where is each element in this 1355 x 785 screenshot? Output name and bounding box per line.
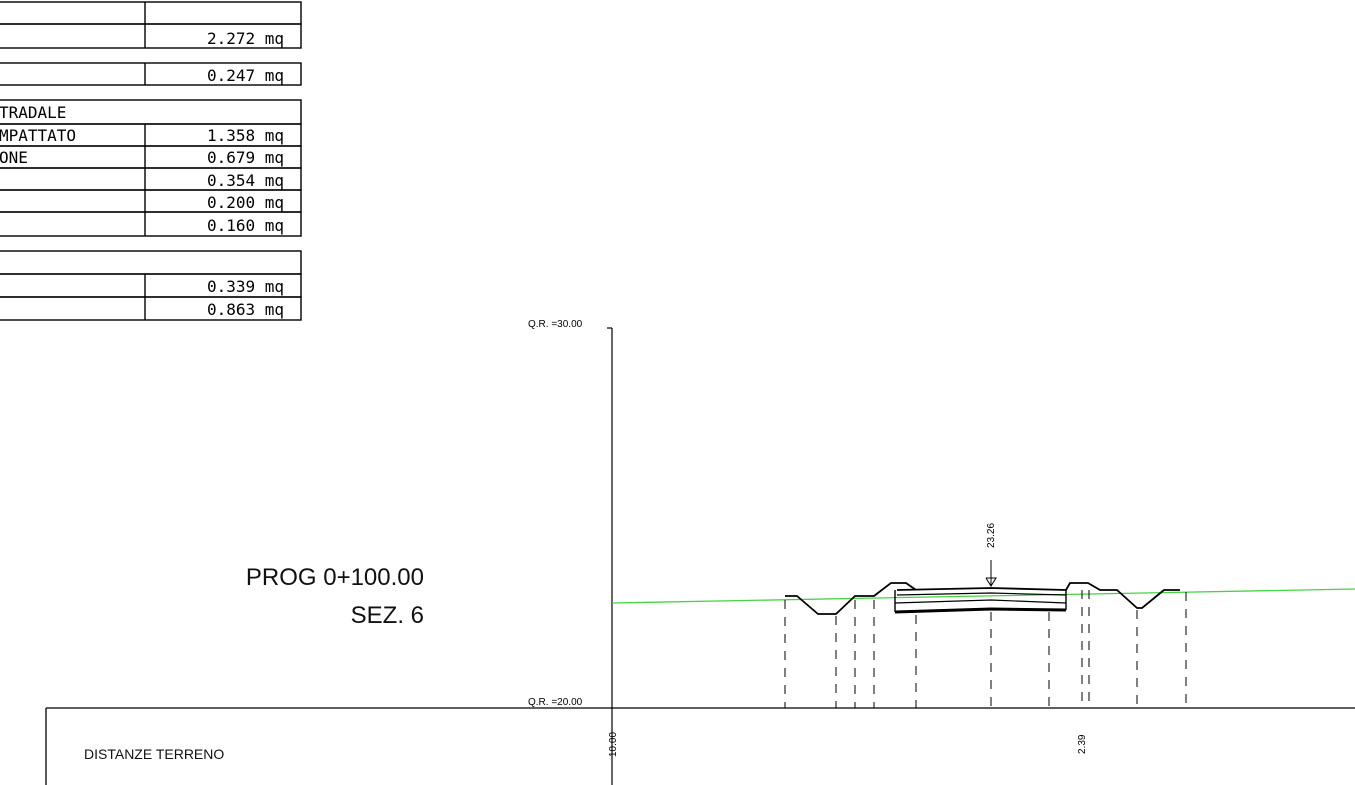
- table-cell-value: 0.863 mq: [207, 300, 284, 319]
- table-cell-label: ONE: [0, 148, 28, 167]
- ground-line: [611, 588, 1355, 604]
- projection-lines: [784, 590, 1187, 708]
- qr-bottom-label: Q.R. =20.00: [528, 697, 583, 708]
- table-cell-value: 1.358 mq: [207, 126, 284, 145]
- table-cell-value: 0.160 mq: [207, 216, 284, 235]
- prog-label: PROG 0+100.00: [246, 564, 424, 591]
- distance-label-left: 10.00: [608, 732, 619, 757]
- data-band: [45, 707, 1355, 785]
- distanze-terreno-label: DISTANZE TERRENO: [84, 746, 224, 762]
- table-cell-value: 0.339 mq: [207, 277, 284, 296]
- table-cell-value: 0.679 mq: [207, 148, 284, 167]
- table-cell-value: 2.272 mq: [207, 29, 284, 48]
- quantities-table: [0, 1, 302, 321]
- table-cell-label: MPATTATO: [0, 126, 76, 145]
- sez-label: SEZ. 6: [351, 602, 424, 629]
- elevation-marker: [985, 560, 997, 587]
- distance-label-right: 2.39: [1077, 734, 1088, 754]
- road-profile: [785, 582, 1180, 615]
- elevation-label: 23.26: [986, 523, 997, 548]
- reference-axis: [607, 327, 613, 785]
- table-cell-value: 0.200 mq: [207, 193, 284, 212]
- qr-top-label: Q.R. =30.00: [528, 319, 583, 330]
- table-texts: 2.272 mq 0.247 mq TRADALE MPATTATO 1.358…: [0, 29, 284, 319]
- table-cell-value: 0.354 mq: [207, 171, 284, 190]
- table-cell-value: 0.247 mq: [207, 66, 284, 85]
- table-cell-label: TRADALE: [0, 103, 66, 122]
